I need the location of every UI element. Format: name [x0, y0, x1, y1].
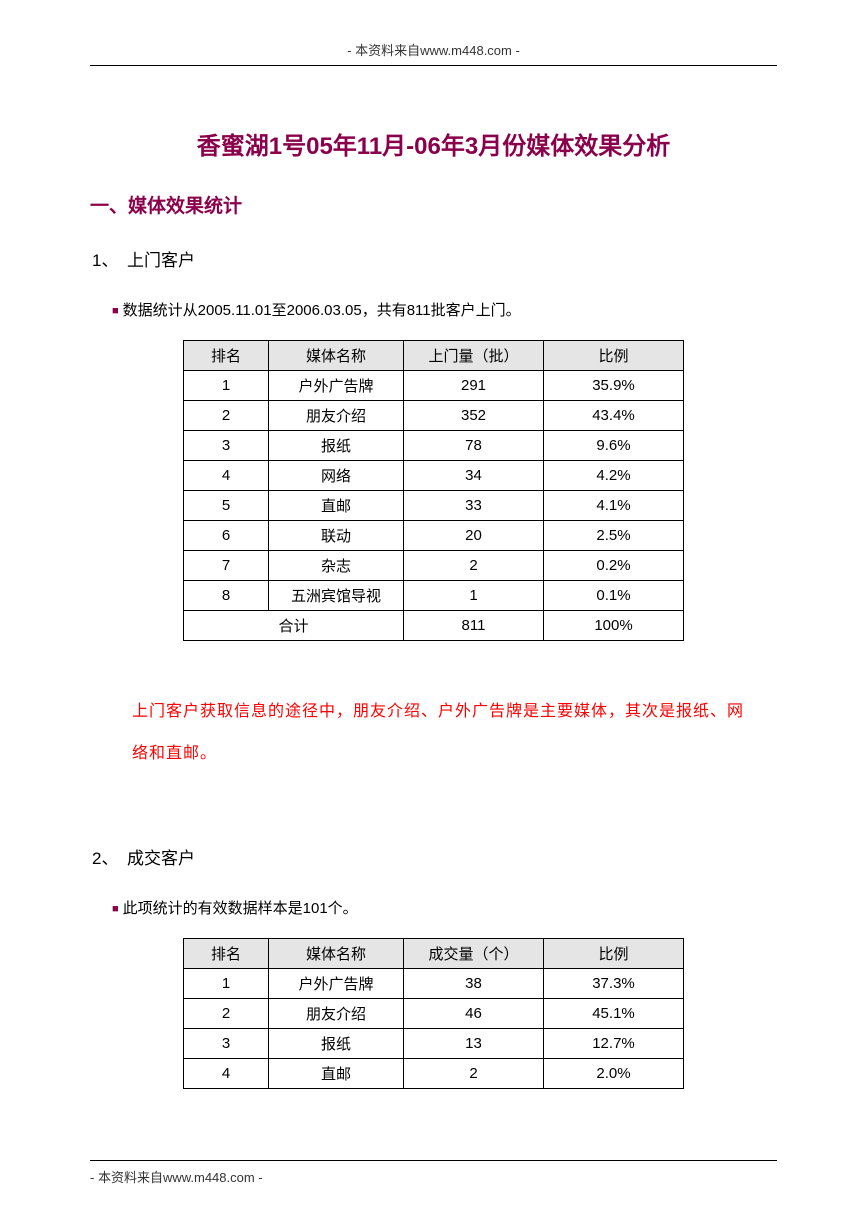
cell-count: 1	[404, 581, 544, 611]
cell-ratio: 43.4%	[544, 401, 684, 431]
th-count: 上门量（批）	[404, 341, 544, 371]
th-media: 媒体名称	[269, 341, 404, 371]
cell-count: 46	[404, 999, 544, 1029]
cell-ratio: 0.1%	[544, 581, 684, 611]
cell-ratio: 35.9%	[544, 371, 684, 401]
table-row: 7 杂志 2 0.2%	[184, 551, 684, 581]
th-rank: 排名	[184, 939, 269, 969]
cell-rank: 2	[184, 401, 269, 431]
cell-ratio: 2.5%	[544, 521, 684, 551]
cell-media: 朋友介绍	[269, 401, 404, 431]
table-header-row: 排名 媒体名称 上门量（批） 比例	[184, 341, 684, 371]
bullet-stat-1: 数据统计从2005.11.01至2006.03.05，共有811批客户上门。	[90, 299, 777, 320]
cell-count: 291	[404, 371, 544, 401]
red-summary-note: 上门客户获取信息的途径中，朋友介绍、户外广告牌是主要媒体，其次是报纸、网络和直邮…	[90, 691, 777, 774]
cell-count: 78	[404, 431, 544, 461]
th-rank: 排名	[184, 341, 269, 371]
th-ratio: 比例	[544, 939, 684, 969]
table-row: 4 网络 34 4.2%	[184, 461, 684, 491]
cell-rank: 5	[184, 491, 269, 521]
cell-rank: 6	[184, 521, 269, 551]
cell-ratio: 45.1%	[544, 999, 684, 1029]
table-header-row: 排名 媒体名称 成交量（个） 比例	[184, 939, 684, 969]
th-count: 成交量（个）	[404, 939, 544, 969]
cell-count: 2	[404, 551, 544, 581]
table-row: 3 报纸 78 9.6%	[184, 431, 684, 461]
cell-media: 直邮	[269, 1059, 404, 1089]
cell-total-count: 811	[404, 611, 544, 641]
footer-source: - 本资料来自www.m448.com -	[90, 1160, 777, 1186]
cell-ratio: 9.6%	[544, 431, 684, 461]
cell-count: 20	[404, 521, 544, 551]
cell-count: 13	[404, 1029, 544, 1059]
page-title: 香蜜湖1号05年11月-06年3月份媒体效果分析	[90, 126, 777, 161]
cell-total-label: 合计	[184, 611, 404, 641]
table-row: 2 朋友介绍 352 43.4%	[184, 401, 684, 431]
cell-total-ratio: 100%	[544, 611, 684, 641]
cell-count: 38	[404, 969, 544, 999]
cell-count: 34	[404, 461, 544, 491]
cell-ratio: 4.1%	[544, 491, 684, 521]
cell-rank: 2	[184, 999, 269, 1029]
table-row: 3 报纸 13 12.7%	[184, 1029, 684, 1059]
cell-media: 户外广告牌	[269, 371, 404, 401]
header-source: - 本资料来自www.m448.com -	[90, 40, 777, 66]
cell-ratio: 0.2%	[544, 551, 684, 581]
table-1-wrap: 排名 媒体名称 上门量（批） 比例 1 户外广告牌 291 35.9% 2 朋友…	[90, 340, 777, 641]
section-heading-1: 一、媒体效果统计	[90, 191, 777, 218]
table-2-wrap: 排名 媒体名称 成交量（个） 比例 1 户外广告牌 38 37.3% 2 朋友介…	[90, 938, 777, 1089]
cell-rank: 1	[184, 371, 269, 401]
bullet-stat-2: 此项统计的有效数据样本是101个。	[90, 897, 777, 918]
table-row: 8 五洲宾馆导视 1 0.1%	[184, 581, 684, 611]
table-row: 1 户外广告牌 291 35.9%	[184, 371, 684, 401]
cell-media: 网络	[269, 461, 404, 491]
cell-media: 户外广告牌	[269, 969, 404, 999]
cell-media: 报纸	[269, 1029, 404, 1059]
cell-media: 报纸	[269, 431, 404, 461]
cell-media: 五洲宾馆导视	[269, 581, 404, 611]
table-row: 6 联动 20 2.5%	[184, 521, 684, 551]
cell-rank: 3	[184, 1029, 269, 1059]
visit-table: 排名 媒体名称 上门量（批） 比例 1 户外广告牌 291 35.9% 2 朋友…	[183, 340, 684, 641]
table-row: 5 直邮 33 4.1%	[184, 491, 684, 521]
table-total-row: 合计 811 100%	[184, 611, 684, 641]
table-row: 1 户外广告牌 38 37.3%	[184, 969, 684, 999]
deal-table: 排名 媒体名称 成交量（个） 比例 1 户外广告牌 38 37.3% 2 朋友介…	[183, 938, 684, 1089]
th-ratio: 比例	[544, 341, 684, 371]
cell-count: 33	[404, 491, 544, 521]
cell-rank: 1	[184, 969, 269, 999]
th-media: 媒体名称	[269, 939, 404, 969]
cell-media: 联动	[269, 521, 404, 551]
cell-media: 杂志	[269, 551, 404, 581]
cell-count: 2	[404, 1059, 544, 1089]
cell-rank: 8	[184, 581, 269, 611]
cell-media: 直邮	[269, 491, 404, 521]
cell-rank: 4	[184, 1059, 269, 1089]
sub-heading-1: 1、 上门客户	[90, 246, 777, 271]
table-row: 4 直邮 2 2.0%	[184, 1059, 684, 1089]
cell-count: 352	[404, 401, 544, 431]
cell-rank: 7	[184, 551, 269, 581]
cell-media: 朋友介绍	[269, 999, 404, 1029]
cell-ratio: 2.0%	[544, 1059, 684, 1089]
cell-rank: 3	[184, 431, 269, 461]
cell-ratio: 37.3%	[544, 969, 684, 999]
cell-rank: 4	[184, 461, 269, 491]
sub-heading-2: 2、 成交客户	[90, 844, 777, 869]
cell-ratio: 12.7%	[544, 1029, 684, 1059]
table-row: 2 朋友介绍 46 45.1%	[184, 999, 684, 1029]
cell-ratio: 4.2%	[544, 461, 684, 491]
